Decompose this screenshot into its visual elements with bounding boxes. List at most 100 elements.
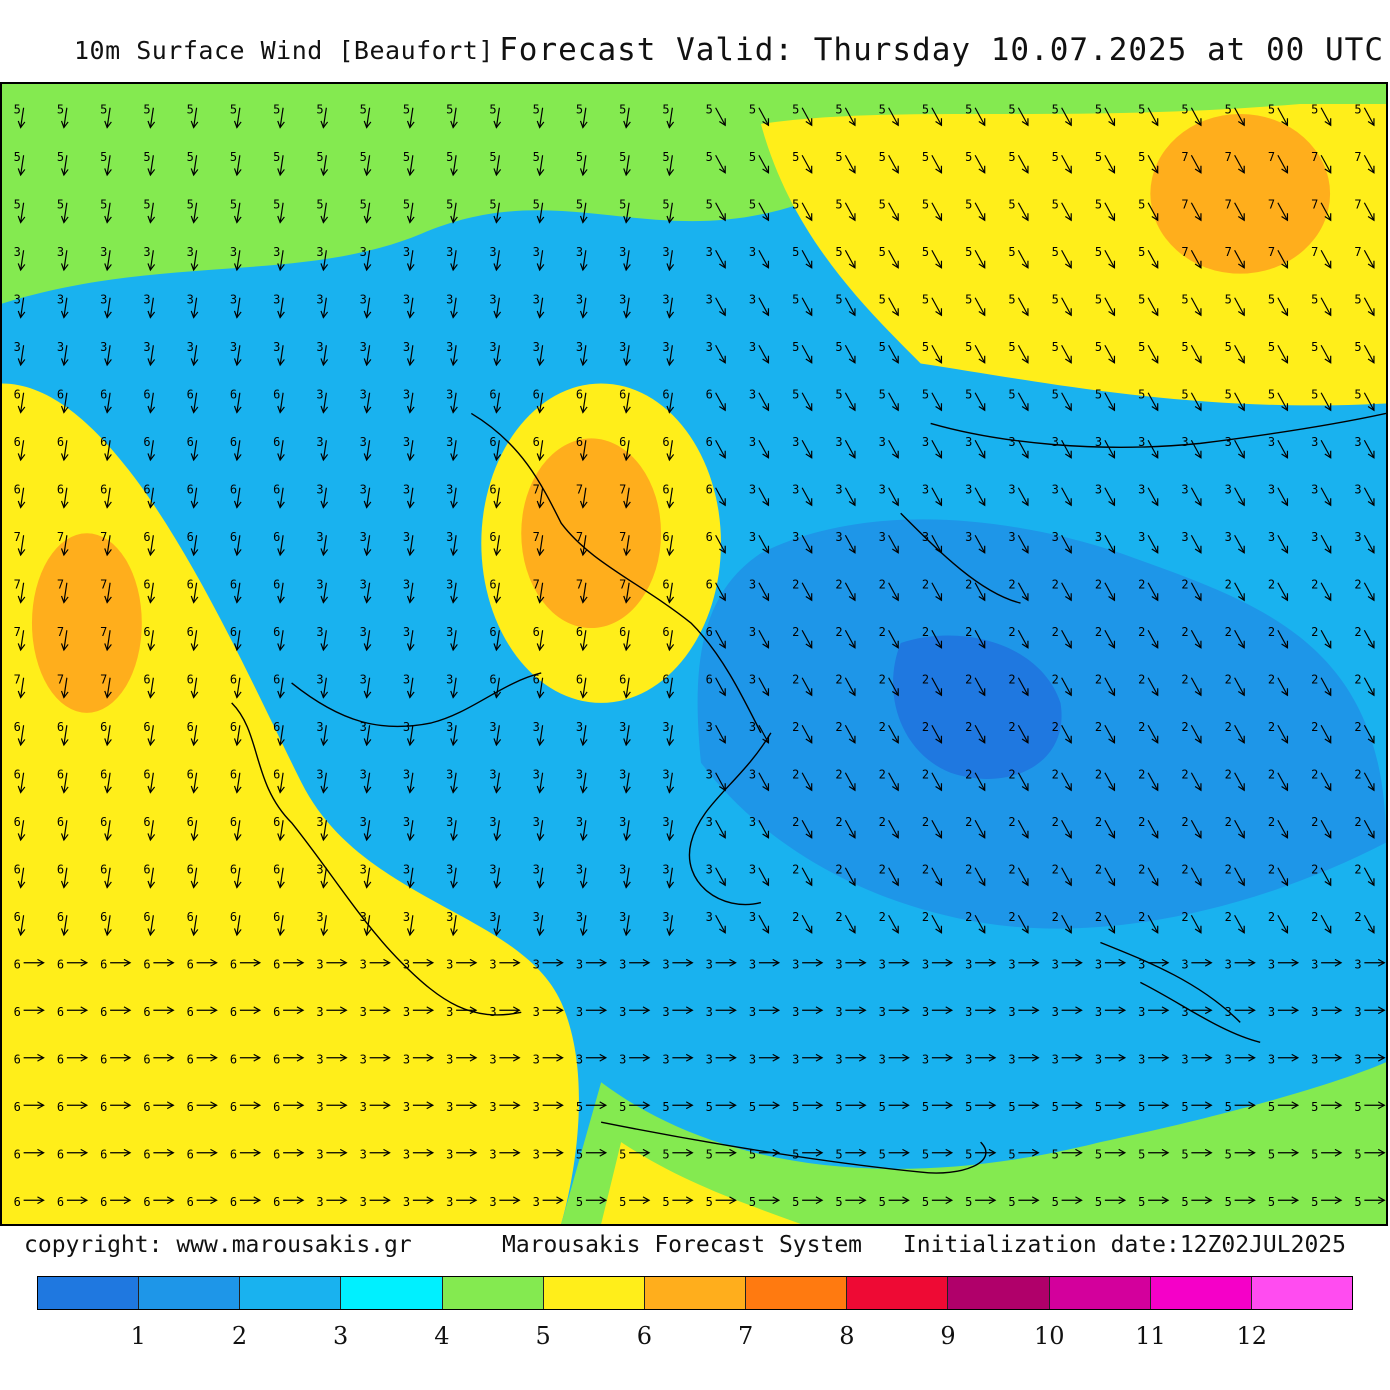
wind-arrow-force: 3 — [360, 293, 367, 307]
wind-arrow-force: 2 — [1311, 673, 1318, 687]
wind-arrow: 3 — [792, 1053, 824, 1067]
wind-arrow: 5 — [879, 103, 899, 127]
wind-arrow-force: 2 — [792, 910, 799, 924]
wind-arrow-force: 6 — [230, 388, 237, 402]
wind-arrow-force: 5 — [1311, 388, 1318, 402]
wind-arrow: 6 — [57, 435, 69, 462]
wind-arrow: 3 — [879, 1005, 910, 1019]
wind-arrow-force: 7 — [1268, 150, 1275, 164]
wind-arrow: 2 — [1138, 768, 1159, 792]
wind-arrow-force: 2 — [835, 863, 842, 877]
wind-arrow: 3 — [1008, 435, 1029, 459]
wind-arrow: 5 — [1052, 1195, 1083, 1209]
wind-arrow-force: 3 — [403, 293, 410, 307]
wind-arrow-force: 7 — [576, 483, 583, 497]
wind-arrow: 3 — [749, 435, 770, 459]
wind-arrow: 3 — [533, 958, 564, 972]
wind-arrow-force: 3 — [749, 340, 756, 354]
wind-arrow-force: 2 — [835, 625, 842, 639]
wind-arrow-force: 3 — [1311, 530, 1318, 544]
wind-arrow: 3 — [576, 863, 588, 889]
wind-arrow-force: 6 — [230, 768, 237, 782]
wind-arrow-force: 5 — [835, 1195, 842, 1209]
wind-arrow: 3 — [792, 435, 813, 459]
wind-arrow-force: 3 — [230, 293, 237, 307]
wind-arrow-force: 5 — [187, 150, 194, 164]
wind-arrow-force: 3 — [533, 1100, 540, 1114]
wind-arrow: 6 — [14, 958, 45, 972]
wind-arrow-force: 2 — [1311, 910, 1318, 924]
wind-arrow-force: 2 — [879, 673, 886, 687]
forecast-valid-time: Forecast Valid: Thursday 10.07.2025 at 0… — [499, 32, 1384, 68]
wind-arrow-force: 3 — [835, 1005, 842, 1019]
wind-arrow: 5 — [14, 103, 26, 129]
wind-arrow-force: 5 — [879, 245, 886, 259]
wind-arrow-force: 3 — [1138, 1005, 1145, 1019]
wind-arrow: 3 — [1354, 483, 1375, 507]
wind-arrow-force: 6 — [57, 435, 64, 449]
wind-arrow: 6 — [533, 435, 545, 462]
wind-arrow: 6 — [273, 530, 285, 557]
wind-arrow: 3 — [489, 910, 502, 937]
wind-arrow: 7 — [1354, 198, 1375, 222]
wind-arrow: 5 — [1008, 1148, 1040, 1162]
wind-arrow-force: 6 — [230, 1005, 237, 1019]
wind-arrow: 3 — [403, 435, 415, 462]
wind-arrow-force: 2 — [1052, 578, 1059, 592]
wind-arrow: 3 — [1225, 1053, 1256, 1067]
wind-arrow: 2 — [1052, 910, 1072, 934]
wind-arrow: 5 — [749, 1195, 781, 1209]
wind-arrow: 5 — [576, 1100, 608, 1114]
wind-arrow: 5 — [835, 1195, 867, 1209]
wind-arrow-force: 5 — [706, 1100, 713, 1114]
wind-arrow: 5 — [706, 1100, 737, 1114]
wind-arrow: 3 — [446, 245, 458, 272]
wind-arrow: 3 — [360, 863, 372, 889]
wind-arrow-force: 5 — [1095, 1100, 1102, 1114]
wind-arrow: 3 — [316, 483, 329, 509]
wind-arrow: 5 — [1181, 1148, 1213, 1162]
wind-arrow-force: 3 — [706, 340, 713, 354]
wind-arrow: 7 — [576, 530, 588, 557]
wind-arrow: 3 — [749, 388, 770, 412]
wind-arrow-force: 6 — [100, 910, 107, 924]
wind-arrow: 6 — [143, 483, 156, 509]
wind-arrow-force: 2 — [879, 910, 886, 924]
wind-arrow-force: 5 — [1268, 1100, 1275, 1114]
wind-arrow: 5 — [1225, 1148, 1256, 1162]
wind-arrow: 5 — [273, 150, 285, 177]
wind-arrow-force: 6 — [576, 388, 583, 402]
wind-arrow: 3 — [922, 435, 943, 459]
wind-arrow: 6 — [662, 435, 675, 462]
wind-arrow-force: 3 — [965, 1005, 972, 1019]
wind-arrow: 3 — [965, 958, 997, 972]
wind-arrow: 3 — [1225, 435, 1245, 459]
wind-arrow: 5 — [489, 150, 502, 177]
wind-arrow-force: 3 — [446, 815, 453, 829]
wind-arrow-force: 3 — [576, 958, 583, 972]
wind-arrow-force: 3 — [619, 293, 626, 307]
wind-arrow-force: 7 — [619, 483, 626, 497]
wind-arrow: 3 — [446, 1053, 478, 1067]
wind-arrow-force: 5 — [14, 150, 21, 164]
wind-arrow-force: 2 — [1138, 720, 1145, 734]
wind-arrow: 5 — [922, 1148, 954, 1162]
wind-arrow-force: 3 — [662, 815, 669, 829]
wind-arrow-force: 3 — [316, 340, 323, 354]
wind-arrow: 2 — [1311, 720, 1332, 744]
wind-arrow-force: 3 — [619, 910, 626, 924]
wind-arrow-force: 3 — [1354, 1053, 1361, 1067]
wind-arrow: 3 — [316, 578, 329, 604]
wind-arrow-force: 3 — [316, 483, 323, 497]
wind-arrow: 6 — [187, 625, 199, 652]
wind-arrow-force: 6 — [143, 863, 150, 877]
wind-arrow: 6 — [143, 720, 156, 747]
wind-region — [561, 1062, 1386, 1224]
wind-speed-fill — [2, 84, 1386, 1224]
colorbar-label: 1 — [130, 1322, 146, 1350]
wind-arrow-force: 5 — [922, 293, 929, 307]
wind-arrow: 3 — [100, 293, 112, 319]
wind-arrow: 3 — [1008, 1053, 1040, 1067]
wind-arrow: 3 — [1008, 1005, 1040, 1019]
wind-arrow-force: 3 — [965, 435, 972, 449]
